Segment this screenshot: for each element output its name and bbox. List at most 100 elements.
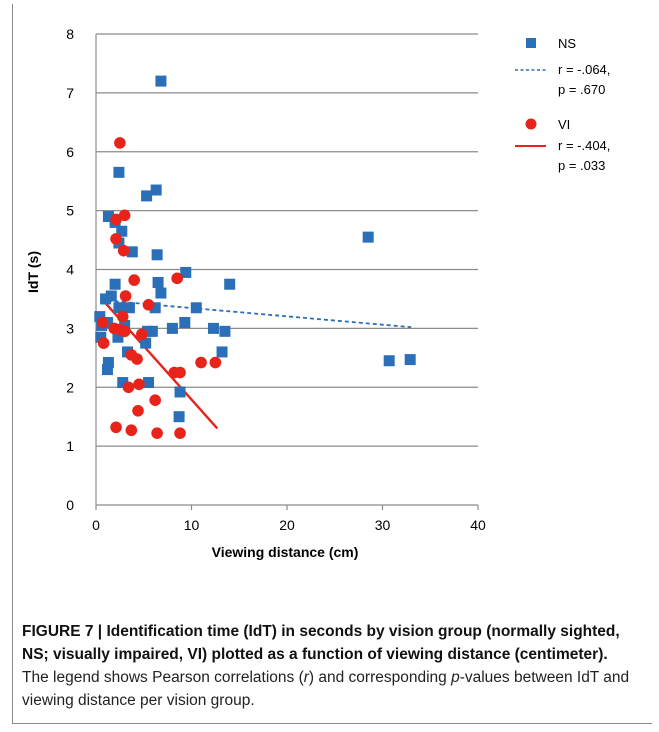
ns-point [362, 231, 374, 243]
ns-point [100, 293, 112, 305]
ns-point [102, 357, 114, 369]
ns-point [143, 377, 155, 389]
ns-point [149, 302, 161, 314]
gridlines [95, 33, 479, 510]
vi-point [151, 427, 163, 439]
caption-text-2: ) and corresponding [308, 669, 452, 686]
y-tick-label-3: 3 [66, 320, 74, 336]
trend-lines [100, 298, 412, 430]
vi-point [133, 378, 145, 391]
x-axis-label: Viewing distance (cm) [212, 544, 359, 560]
legend-ns-marker [526, 38, 536, 48]
vi-point [174, 427, 186, 439]
vi-point [110, 421, 122, 434]
ns-point [101, 364, 113, 376]
vi-point [114, 137, 126, 149]
ns-point [190, 302, 202, 314]
ns-point [152, 276, 164, 288]
ns-point [404, 354, 416, 366]
x-axis-ticks: 0 10 20 30 40 [92, 517, 486, 533]
vi-point [171, 272, 183, 285]
figure-frame [12, 4, 652, 724]
vi-point [128, 274, 140, 286]
y-tick-label-5: 5 [66, 203, 74, 219]
ns-point [166, 322, 178, 334]
vi-point [118, 209, 131, 222]
ns-point [216, 346, 228, 358]
y-tick-label-2: 2 [66, 379, 74, 395]
vi-point [122, 381, 135, 394]
ns-point [150, 184, 162, 196]
vi-point [117, 244, 130, 257]
legend-ns-p-value: p = .670 [558, 82, 605, 97]
ns-point [224, 278, 236, 290]
vi-point [149, 394, 162, 407]
x-tick-label-0: 0 [92, 517, 100, 533]
vi-point [174, 366, 186, 379]
caption-r-symbol: r [303, 669, 309, 686]
vi-point [136, 328, 148, 341]
data-points [94, 75, 416, 439]
y-tick-label-6: 6 [66, 144, 74, 160]
vi-point [118, 325, 131, 338]
y-axis-label: IdT (s) [25, 251, 41, 293]
ns-point [109, 278, 121, 290]
y-tick-label-4: 4 [66, 262, 74, 278]
y-tick-label-8: 8 [66, 26, 74, 42]
ns-point [94, 311, 106, 323]
legend-vi-marker [525, 118, 537, 130]
scatter-chart: 0 1 2 3 4 5 6 7 8 0 10 20 30 40 Viewing distance (cm… [25, 26, 610, 560]
y-tick-label-0: 0 [66, 497, 74, 513]
vi-point [209, 356, 222, 369]
vi-point [195, 356, 207, 369]
ns-point [383, 355, 395, 367]
vi-point [125, 424, 138, 437]
vi-point [97, 337, 110, 349]
y-axis-ticks: 0 1 2 3 4 5 6 7 8 [66, 26, 74, 513]
vi-point [96, 316, 109, 329]
ns-point [123, 302, 135, 314]
vi-point [110, 233, 122, 245]
vi-point [110, 213, 122, 226]
figure-caption: FIGURE 7 | Identification time (IdT) in … [22, 620, 637, 712]
x-tick-label-30: 30 [375, 517, 391, 533]
ns-point [126, 246, 138, 258]
ns-point [102, 211, 114, 223]
ns-point [207, 322, 219, 334]
ns-point [173, 411, 185, 423]
y-tick-label-7: 7 [66, 85, 74, 101]
vi-point [132, 405, 144, 417]
ns-point [155, 75, 167, 87]
ns-point [113, 166, 125, 178]
vi-point [119, 290, 132, 302]
legend-vi-r-value: r = -.404, [558, 138, 610, 153]
legend-vi-label: VI [558, 117, 570, 132]
caption-title: Identification time (IdT) in seconds by … [22, 623, 620, 663]
ns-point [141, 190, 153, 202]
caption-text-1: The legend shows Pearson correlations ( [22, 669, 304, 686]
ns-point [113, 302, 125, 314]
ns-point [105, 290, 117, 302]
ns-point [179, 316, 191, 328]
vi-point [142, 299, 155, 311]
x-tick-label-40: 40 [470, 517, 486, 533]
vi-point [116, 310, 129, 323]
ns-point [146, 325, 158, 337]
caption-text-3: -values between IdT and viewing distance… [22, 669, 630, 709]
ns-point [119, 319, 131, 331]
legend: NS r = -.064, p = .670 VI r = -.404, p =… [515, 36, 610, 173]
ns-point [180, 266, 192, 278]
legend-vi-p-value: p = .033 [558, 158, 605, 173]
ns-point [95, 331, 107, 343]
ns-point [219, 325, 231, 337]
vi-point [131, 353, 143, 365]
ns-point [117, 377, 129, 389]
legend-ns-r-value: r = -.064, [558, 62, 610, 77]
legend-ns-label: NS [558, 36, 576, 51]
x-tick-label-10: 10 [184, 517, 200, 533]
caption-p-symbol: p [451, 669, 460, 686]
ns-point [174, 386, 186, 398]
y-tick-label-1: 1 [66, 438, 74, 454]
ns-point [155, 287, 167, 299]
caption-label: FIGURE 7 | [22, 623, 107, 640]
